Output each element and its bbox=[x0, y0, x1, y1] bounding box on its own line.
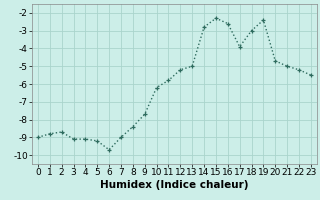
X-axis label: Humidex (Indice chaleur): Humidex (Indice chaleur) bbox=[100, 180, 249, 190]
